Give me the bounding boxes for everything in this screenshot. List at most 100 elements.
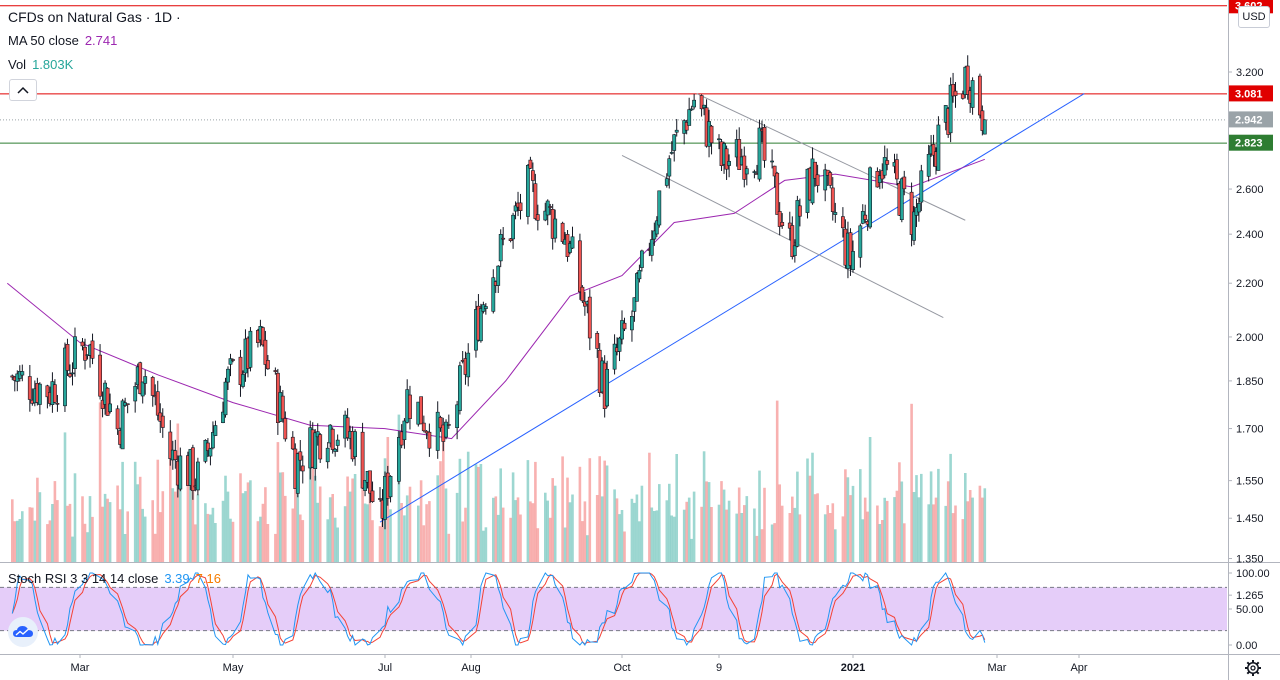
candle-body xyxy=(37,383,42,405)
volume-bar xyxy=(971,497,974,562)
candle-down xyxy=(273,367,278,375)
volume-bar xyxy=(705,481,708,562)
volume-bar xyxy=(331,494,334,562)
volume-bar xyxy=(878,524,882,562)
candle-body xyxy=(388,475,393,498)
candle-body xyxy=(916,203,921,213)
ma-legend[interactable]: MA 50 close 2.741 xyxy=(8,33,117,49)
gear-icon[interactable] xyxy=(1244,659,1262,677)
candle-up xyxy=(657,190,662,228)
candle-body xyxy=(684,122,689,131)
volume-bar xyxy=(299,514,302,562)
candle-body xyxy=(300,465,305,472)
candle-body xyxy=(263,339,268,365)
volume-bar xyxy=(883,497,886,562)
volume-bar xyxy=(284,495,287,562)
candle-body xyxy=(687,109,692,126)
candle-body xyxy=(790,225,795,258)
volume-bar xyxy=(161,491,165,562)
candle-up xyxy=(388,475,393,503)
volume-bar xyxy=(211,507,215,562)
collapse-legend-button[interactable] xyxy=(9,79,37,101)
candle-down xyxy=(421,415,426,433)
candle-down xyxy=(737,127,742,170)
volume-bar xyxy=(551,478,554,562)
candle-body xyxy=(851,251,855,270)
candle-down xyxy=(953,82,958,108)
candle-up xyxy=(620,310,624,345)
candle-down xyxy=(622,317,627,332)
volume-bar xyxy=(179,482,182,562)
volume-bar xyxy=(464,507,467,562)
candle-body xyxy=(848,232,853,266)
candle-body xyxy=(657,190,662,226)
candle-body xyxy=(438,417,443,429)
volume-bar xyxy=(775,400,779,562)
volume-bar xyxy=(613,489,616,562)
volume-bar xyxy=(494,496,498,562)
volume-bar xyxy=(455,492,459,562)
symbol-legend[interactable]: CFDs on Natural Gas · 1D · xyxy=(8,9,181,25)
candle-body xyxy=(744,168,749,175)
stoch-rsi-label: Stoch RSI 3 3 14 14 close xyxy=(8,571,159,586)
volume-bar xyxy=(949,453,952,562)
volume-bar xyxy=(496,514,500,562)
candle-down xyxy=(138,361,143,395)
volume-bar xyxy=(343,506,347,562)
candle-body xyxy=(223,381,228,416)
candle-down xyxy=(848,228,853,276)
candle-up xyxy=(37,382,42,415)
candle-down xyxy=(790,216,795,260)
volume-bar xyxy=(915,475,918,562)
volume-bar xyxy=(650,507,654,562)
volume-bar xyxy=(138,476,142,562)
candle-body xyxy=(553,218,558,239)
candle-up xyxy=(483,303,488,315)
candle-body xyxy=(457,365,462,411)
volume-bar xyxy=(964,473,967,562)
volume-bar xyxy=(859,469,862,562)
volume-bar xyxy=(707,482,711,562)
candle-body xyxy=(863,214,868,220)
volume-legend[interactable]: Vol 1.803K xyxy=(8,57,73,73)
volume-bar xyxy=(71,536,74,562)
candle-down xyxy=(742,146,747,188)
candle-up xyxy=(363,479,368,497)
candle-up xyxy=(649,230,654,262)
candle-body xyxy=(639,250,644,268)
candle-down xyxy=(885,148,890,171)
volume-bar xyxy=(937,468,940,562)
volume-bar xyxy=(171,488,175,562)
candle-body xyxy=(577,240,582,293)
stoch-rsi-legend[interactable]: Stoch RSI 3 3 14 14 close 3.39 7.16 xyxy=(8,571,221,587)
volume-bar xyxy=(400,503,403,562)
candle-up xyxy=(823,163,828,202)
volume-bar xyxy=(16,520,19,562)
candle-body xyxy=(528,159,533,169)
volume-bar xyxy=(672,516,676,562)
candle-body xyxy=(833,212,838,215)
volume-bar xyxy=(536,528,540,562)
volume-bar xyxy=(363,503,367,562)
volume-bar xyxy=(499,468,502,562)
currency-button[interactable]: USD xyxy=(1238,6,1270,28)
candle-up xyxy=(133,382,138,413)
volume-bar xyxy=(581,521,584,562)
price-level-label: 2.823 xyxy=(1235,138,1263,150)
tradingview-logo[interactable] xyxy=(8,617,38,647)
volume-bar xyxy=(108,502,112,562)
candle-down xyxy=(83,338,87,370)
volume-bar xyxy=(378,526,382,562)
candle-up xyxy=(687,97,692,126)
volume-bar xyxy=(425,504,428,562)
candle-body xyxy=(780,222,785,227)
candle-up xyxy=(20,364,25,382)
volume-bar xyxy=(526,460,530,562)
price-tick-label: 2.000 xyxy=(1236,332,1264,344)
candle-down xyxy=(438,415,443,432)
candle-body xyxy=(652,230,657,240)
candle-body xyxy=(919,170,924,203)
volume-bar xyxy=(466,451,470,562)
stoch-tick-label: 0.00 xyxy=(1236,640,1257,652)
